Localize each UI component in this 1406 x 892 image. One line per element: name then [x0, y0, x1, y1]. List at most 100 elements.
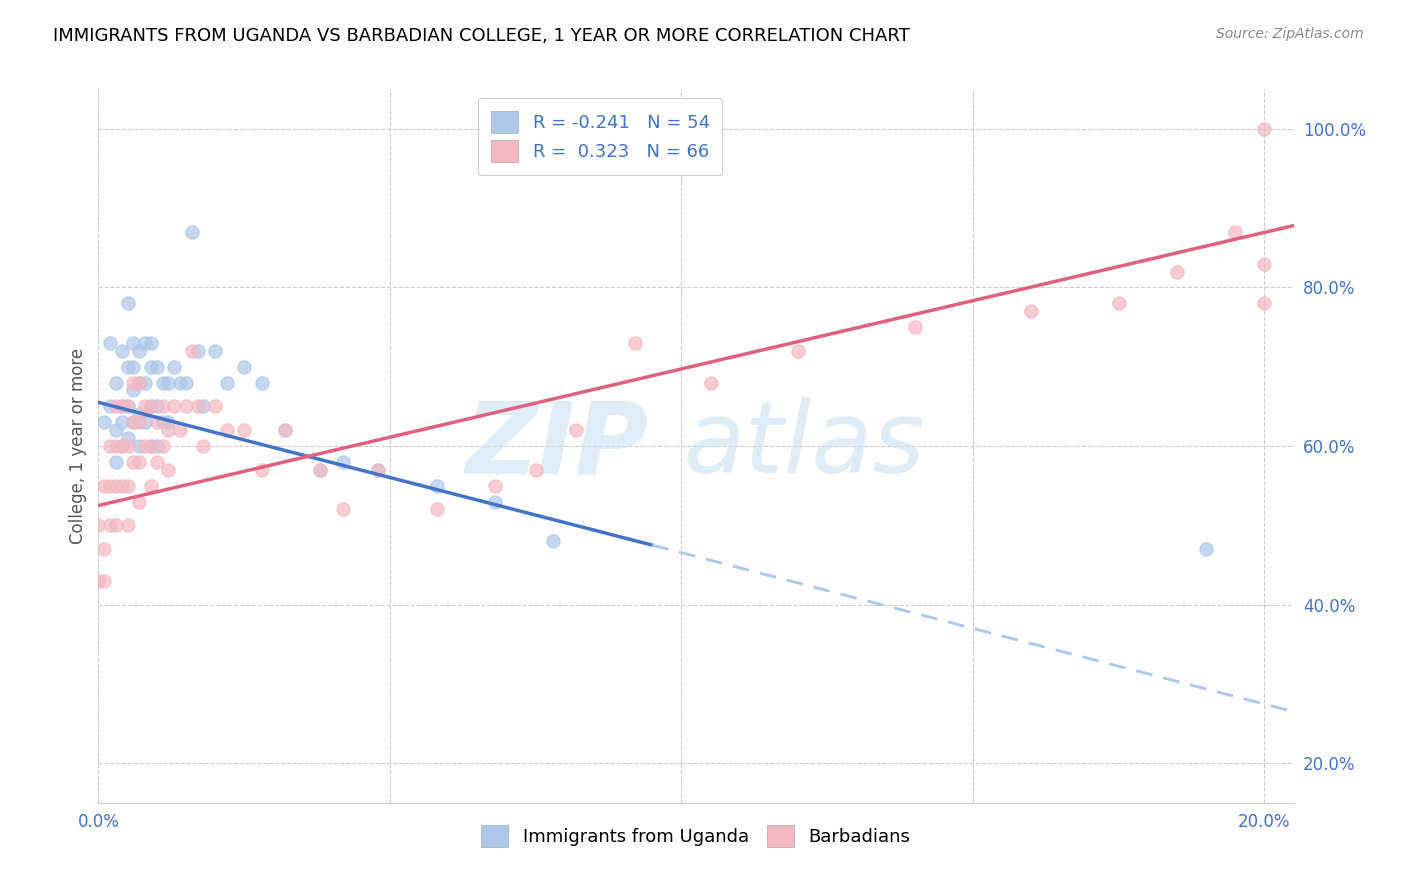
Point	[163, 359, 186, 374]
Point	[134, 415, 156, 429]
Point	[139, 335, 162, 350]
Point	[111, 343, 134, 358]
Point	[139, 439, 162, 453]
Text: Source: ZipAtlas.com: Source: ZipAtlas.com	[1216, 27, 1364, 41]
Point	[169, 376, 191, 390]
Point	[128, 439, 150, 453]
Point	[250, 376, 273, 390]
Point	[104, 400, 127, 414]
Point	[134, 439, 156, 453]
Point	[145, 455, 167, 469]
Point	[180, 343, 202, 358]
Point	[111, 439, 134, 453]
Point	[367, 463, 389, 477]
Point	[152, 376, 174, 390]
Point	[111, 478, 134, 492]
Point	[145, 439, 167, 453]
Point	[145, 415, 167, 429]
Point	[128, 415, 150, 429]
Point	[87, 574, 110, 588]
Point	[1195, 542, 1218, 557]
Point	[111, 400, 134, 414]
Point	[193, 400, 215, 414]
Point	[117, 400, 139, 414]
Point	[117, 296, 139, 310]
Point	[186, 400, 208, 414]
Point	[367, 463, 389, 477]
Point	[215, 423, 238, 437]
Point	[204, 343, 226, 358]
Point	[117, 359, 139, 374]
Point	[145, 400, 167, 414]
Point	[128, 376, 150, 390]
Point	[233, 359, 256, 374]
Point	[169, 423, 191, 437]
Point	[309, 463, 332, 477]
Point	[174, 376, 197, 390]
Point	[524, 463, 547, 477]
Point	[484, 494, 506, 508]
Point	[425, 478, 447, 492]
Text: atlas: atlas	[685, 398, 925, 494]
Point	[157, 415, 180, 429]
Point	[104, 376, 127, 390]
Y-axis label: College, 1 year or more: College, 1 year or more	[69, 348, 87, 544]
Point	[152, 415, 174, 429]
Point	[104, 518, 127, 533]
Point	[117, 431, 139, 445]
Point	[157, 376, 180, 390]
Point	[98, 478, 121, 492]
Point	[111, 439, 134, 453]
Point	[104, 439, 127, 453]
Point	[93, 415, 115, 429]
Point	[128, 376, 150, 390]
Point	[204, 400, 226, 414]
Point	[98, 400, 121, 414]
Point	[787, 343, 810, 358]
Point	[122, 455, 145, 469]
Point	[122, 359, 145, 374]
Point	[128, 455, 150, 469]
Point	[98, 439, 121, 453]
Point	[152, 400, 174, 414]
Point	[157, 463, 180, 477]
Point	[98, 335, 121, 350]
Point	[139, 400, 162, 414]
Point	[332, 502, 354, 516]
Point	[425, 502, 447, 516]
Point	[1166, 264, 1188, 278]
Point	[93, 478, 115, 492]
Point	[163, 400, 186, 414]
Point	[180, 225, 202, 239]
Point	[87, 518, 110, 533]
Point	[193, 439, 215, 453]
Text: ZIP: ZIP	[465, 398, 648, 494]
Point	[117, 439, 139, 453]
Point	[117, 478, 139, 492]
Point	[309, 463, 332, 477]
Point	[139, 478, 162, 492]
Point	[122, 376, 145, 390]
Point	[104, 478, 127, 492]
Point	[274, 423, 297, 437]
Point	[1253, 121, 1275, 136]
Point	[623, 335, 645, 350]
Point	[1225, 225, 1247, 239]
Point	[157, 423, 180, 437]
Point	[1019, 304, 1042, 318]
Point	[274, 423, 297, 437]
Point	[117, 400, 139, 414]
Point	[104, 423, 127, 437]
Point	[111, 400, 134, 414]
Point	[139, 359, 162, 374]
Point	[541, 534, 564, 549]
Point	[134, 335, 156, 350]
Legend: Immigrants from Uganda, Barbadians: Immigrants from Uganda, Barbadians	[471, 814, 921, 858]
Point	[122, 384, 145, 398]
Point	[186, 343, 208, 358]
Point	[104, 455, 127, 469]
Point	[122, 415, 145, 429]
Point	[122, 415, 145, 429]
Point	[484, 478, 506, 492]
Point	[117, 518, 139, 533]
